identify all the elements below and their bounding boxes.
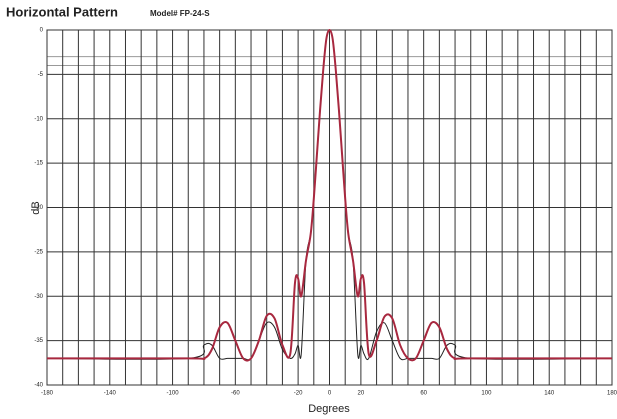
y-tick-label: -10 [34,116,43,122]
x-axis-label: Degrees [308,403,350,415]
x-tick-label: -180 [41,391,54,397]
x-tick-label: -100 [167,391,180,397]
x-tick-label: 100 [481,391,492,397]
y-tick-label: -30 [34,294,43,300]
x-tick-label: 20 [358,391,365,397]
x-tick-label: 180 [607,391,617,397]
x-tick-label: 140 [544,391,555,397]
series-line [46,28,612,362]
y-tick-label: -25 [34,249,43,255]
y-tick-label: -20 [34,205,43,211]
y-tick-label: 0 [40,28,44,34]
y-tick-label: -40 [34,383,43,389]
y-axis-label: dB [30,201,42,214]
x-tick-label: 60 [420,391,427,397]
x-tick-label: 0 [328,391,332,397]
x-tick-label: -140 [104,391,117,397]
chart-title: Horizontal Pattern [6,4,118,19]
y-tick-label: -5 [38,72,44,78]
y-tick-label: -35 [34,338,43,344]
chart-subtitle: Model# FP-24-S [150,9,210,18]
x-tick-label: -20 [294,391,303,397]
x-tick-label: -60 [231,391,240,397]
y-tick-label: -15 [34,161,43,167]
